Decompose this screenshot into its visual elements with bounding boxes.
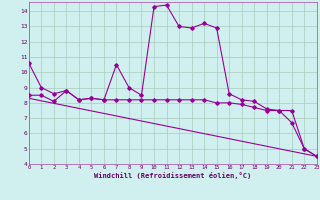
X-axis label: Windchill (Refroidissement éolien,°C): Windchill (Refroidissement éolien,°C) [94, 172, 252, 179]
